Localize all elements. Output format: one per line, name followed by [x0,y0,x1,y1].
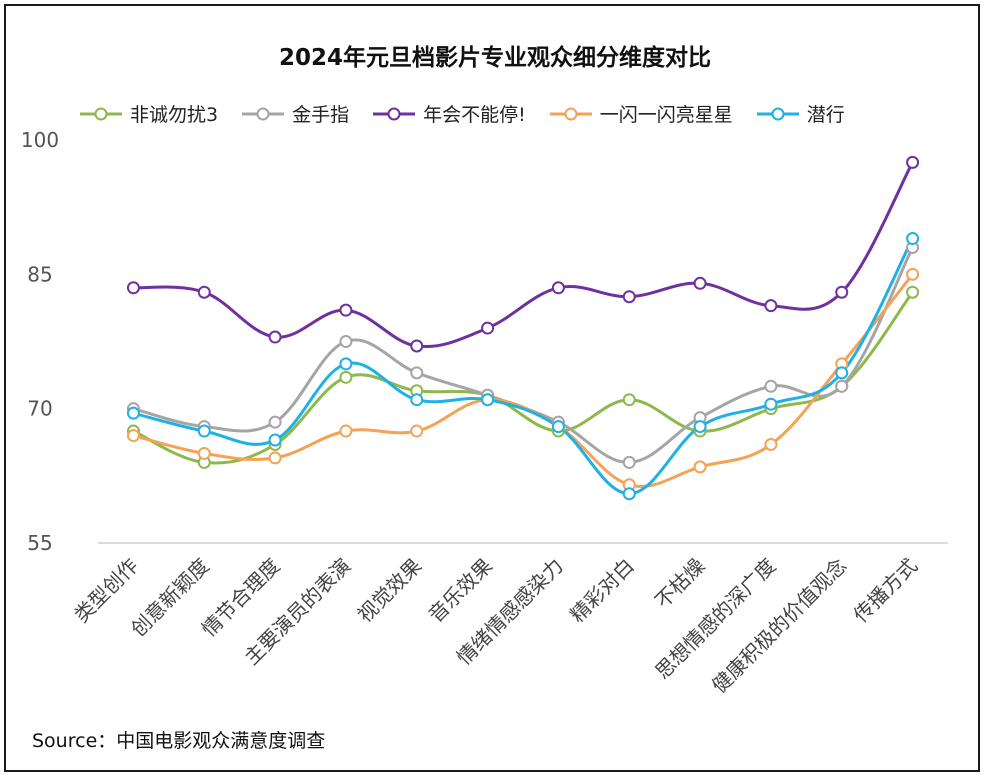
x-tick-label-10: 健康积极的价值观念 [707,554,851,698]
data-point-s1-2 [268,415,282,429]
legend-item-4: 潜行 [755,100,845,127]
data-point-s2-0 [126,281,140,295]
source-note: Source：中国电影观众满意度调查 [32,730,326,752]
legend-label-0: 非诚勿扰3 [130,104,219,126]
data-point-s3-3 [339,424,353,438]
data-point-s4-7 [622,487,636,501]
data-point-s2-6 [551,281,565,295]
data-point-s2-7 [622,290,636,304]
legend-label-4: 潜行 [806,104,845,126]
legend: 非诚勿扰3 金手指 年会不能停! 一闪一闪亮星星 潜行 [78,100,867,127]
legend-swatch-3 [549,107,592,120]
axis-layer: 557085100类型创作创意新颖度情节合理度主要演员的表演视觉效果音乐效果情绪… [21,128,948,698]
data-point-s4-0 [126,406,140,420]
data-point-s4-6 [551,420,565,434]
data-point-s3-4 [410,424,424,438]
series-line-1 [133,246,914,464]
data-point-s1-4 [410,366,424,380]
data-point-s1-7 [622,455,636,469]
data-point-s4-9 [764,397,778,411]
x-tick-label-9: 思想情感的深广度 [650,554,780,684]
legend-swatch-4 [756,107,799,120]
data-point-s2-2 [268,330,282,344]
legend-label-1: 金手指 [292,104,350,126]
data-point-s2-10 [835,285,849,299]
data-point-s1-10 [835,379,849,393]
x-tick-label-11: 传播方式 [849,554,923,628]
series-line-2 [133,161,914,349]
x-tick-label-0: 类型创作 [69,554,143,628]
data-point-s3-8 [693,460,707,474]
legend-swatch-2 [373,107,416,120]
legend-label-3: 一闪一闪亮星星 [599,104,733,126]
legend-swatch-1 [242,107,285,120]
legend-item-1: 金手指 [240,100,349,127]
data-point-s2-5 [481,321,495,335]
chart-frame [4,4,980,772]
data-point-s3-1 [197,446,211,460]
data-point-s0-7 [622,393,636,407]
data-point-s4-2 [268,433,282,447]
data-point-s3-11 [906,267,920,281]
x-tick-label-7: 精彩对白 [565,554,639,628]
data-point-s2-4 [410,339,424,353]
series-lines [132,161,914,496]
x-tick-label-4: 视觉效果 [353,554,427,628]
data-point-s4-4 [410,393,424,407]
x-tick-label-5: 音乐效果 [424,554,498,628]
data-point-s4-5 [481,393,495,407]
data-point-s3-0 [126,429,140,443]
x-tick-label-8: 不枯燥 [650,554,709,613]
data-point-s2-8 [693,276,707,290]
y-tick-label-3: 100 [21,128,59,152]
data-point-s2-11 [906,155,920,169]
data-point-s4-8 [693,420,707,434]
chart-title: 2024年元旦档影片专业观众细分维度对比 [278,45,711,71]
y-tick-label-1: 70 [27,397,52,421]
data-point-s4-3 [339,357,353,371]
data-point-s1-3 [339,335,353,348]
legend-item-0: 非诚勿扰3 [78,100,218,127]
legend-label-2: 年会不能停! [423,104,526,126]
data-point-s2-1 [197,285,211,299]
data-point-s2-3 [339,303,353,317]
series-line-0 [132,291,914,465]
data-point-s3-2 [268,451,282,465]
data-point-s3-9 [764,437,778,451]
data-point-s4-11 [906,232,920,246]
data-point-s1-9 [764,379,778,393]
data-point-s2-9 [764,299,778,313]
data-point-s4-10 [835,366,849,380]
series-markers [126,155,920,501]
data-point-s0-3 [339,370,353,384]
data-point-s0-11 [906,285,920,299]
y-tick-label-0: 55 [27,531,52,555]
legend-item-3: 一闪一闪亮星星 [548,100,733,127]
data-point-s4-1 [197,424,211,438]
y-tick-label-2: 85 [27,262,52,286]
legend-swatch-0 [80,107,122,120]
legend-item-2: 年会不能停! [371,100,526,127]
